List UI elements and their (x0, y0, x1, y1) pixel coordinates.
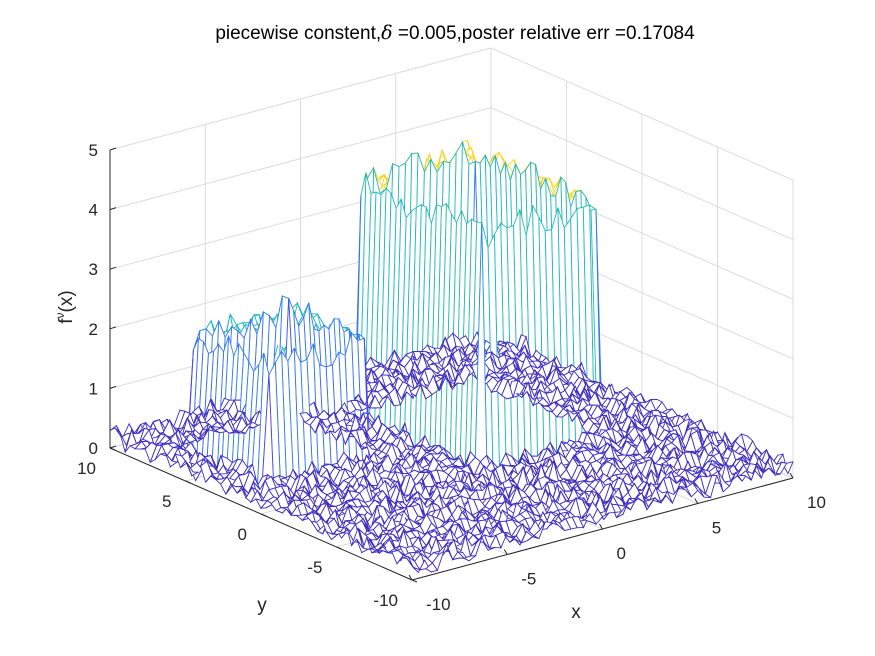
surface-face (641, 492, 654, 511)
surface-face (738, 469, 752, 481)
y-tick (109, 447, 116, 451)
z-tick-label: 5 (89, 141, 98, 160)
z-tick-label: 0 (89, 439, 98, 458)
surface-face (225, 483, 238, 495)
surface-face (369, 394, 383, 409)
surface-face (558, 517, 572, 532)
x-tick-label: -5 (521, 570, 536, 589)
z-tick-label: 3 (89, 260, 98, 279)
x-tick (503, 549, 508, 555)
y-tick (411, 579, 418, 583)
z-label-sup: ν (53, 312, 67, 318)
y-axis-label: y (257, 595, 267, 616)
title-delta-symbol: δ (381, 22, 392, 44)
title-suffix: =0.005,poster relative err =0.17084 (393, 23, 696, 44)
z-label-base: f (56, 318, 77, 324)
surface-face (482, 541, 495, 551)
surface-face (228, 430, 241, 434)
x-tick (694, 498, 699, 504)
chart-title: piecewise constent,δ =0.005,poster relat… (215, 22, 695, 44)
surface-face (191, 431, 204, 443)
y-tick-label: 5 (162, 492, 171, 511)
surface-face (294, 513, 309, 521)
surface-face (325, 530, 340, 541)
title-prefix: piecewise constent, (215, 23, 381, 44)
x-axis-label: x (571, 602, 581, 623)
surface-face (698, 487, 713, 499)
surface-face (556, 407, 570, 418)
z-tick-label: 2 (89, 320, 98, 339)
y-tick (185, 480, 191, 484)
z-tick (109, 326, 117, 330)
y-tick-label: -5 (307, 558, 322, 577)
y-tick-label: 10 (77, 459, 96, 478)
surface-face (616, 502, 629, 518)
surface-face (408, 382, 422, 397)
y-tick (336, 546, 342, 550)
z-label-tail: (x) (56, 290, 77, 312)
axes (109, 147, 794, 583)
y-tick-label: -10 (373, 591, 398, 610)
y-tick-label: 0 (238, 525, 247, 544)
surface-face (451, 551, 466, 561)
x-tick (599, 523, 603, 530)
z-tick-label: 1 (89, 379, 98, 398)
surface-face (501, 378, 514, 400)
surface-face (164, 452, 178, 468)
surface-mesh (109, 139, 794, 574)
surface-face (717, 470, 731, 493)
x-tick (789, 472, 794, 479)
surface-face (425, 562, 439, 573)
surface-face (186, 462, 200, 477)
z-tick (109, 445, 117, 449)
surface-face (213, 427, 228, 434)
x-tick-label: -10 (426, 595, 451, 614)
surface-face (584, 513, 598, 525)
surface-face (679, 486, 692, 498)
x-tick-label: 5 (712, 519, 721, 538)
z-tick (109, 385, 117, 389)
surface-face (462, 555, 477, 562)
surface-face (419, 383, 433, 400)
surface-face (329, 425, 343, 442)
surface-face (236, 485, 249, 494)
z-axis-label: fν(x) (53, 290, 77, 323)
surface-face (259, 499, 274, 509)
surface-face (356, 538, 370, 554)
z-tick-label: 4 (89, 201, 98, 220)
z-tick (109, 207, 117, 211)
surface-face (381, 549, 394, 554)
surface-face (445, 375, 458, 390)
tick-labels: 0 1 2 3 4 5 -10 -5 0 5 10 -10 -5 0 5 10 (77, 141, 826, 614)
x-tick (408, 574, 413, 581)
surface-face (460, 355, 472, 362)
surface-face (356, 399, 370, 412)
y-tick (260, 513, 267, 517)
surface-face (509, 535, 522, 544)
surface-face (527, 535, 540, 541)
z-tick (109, 147, 117, 151)
surface-face (768, 467, 781, 476)
z-tick (109, 266, 117, 270)
x-tick-label: 10 (807, 493, 826, 512)
x-tick-label: 0 (617, 544, 626, 563)
